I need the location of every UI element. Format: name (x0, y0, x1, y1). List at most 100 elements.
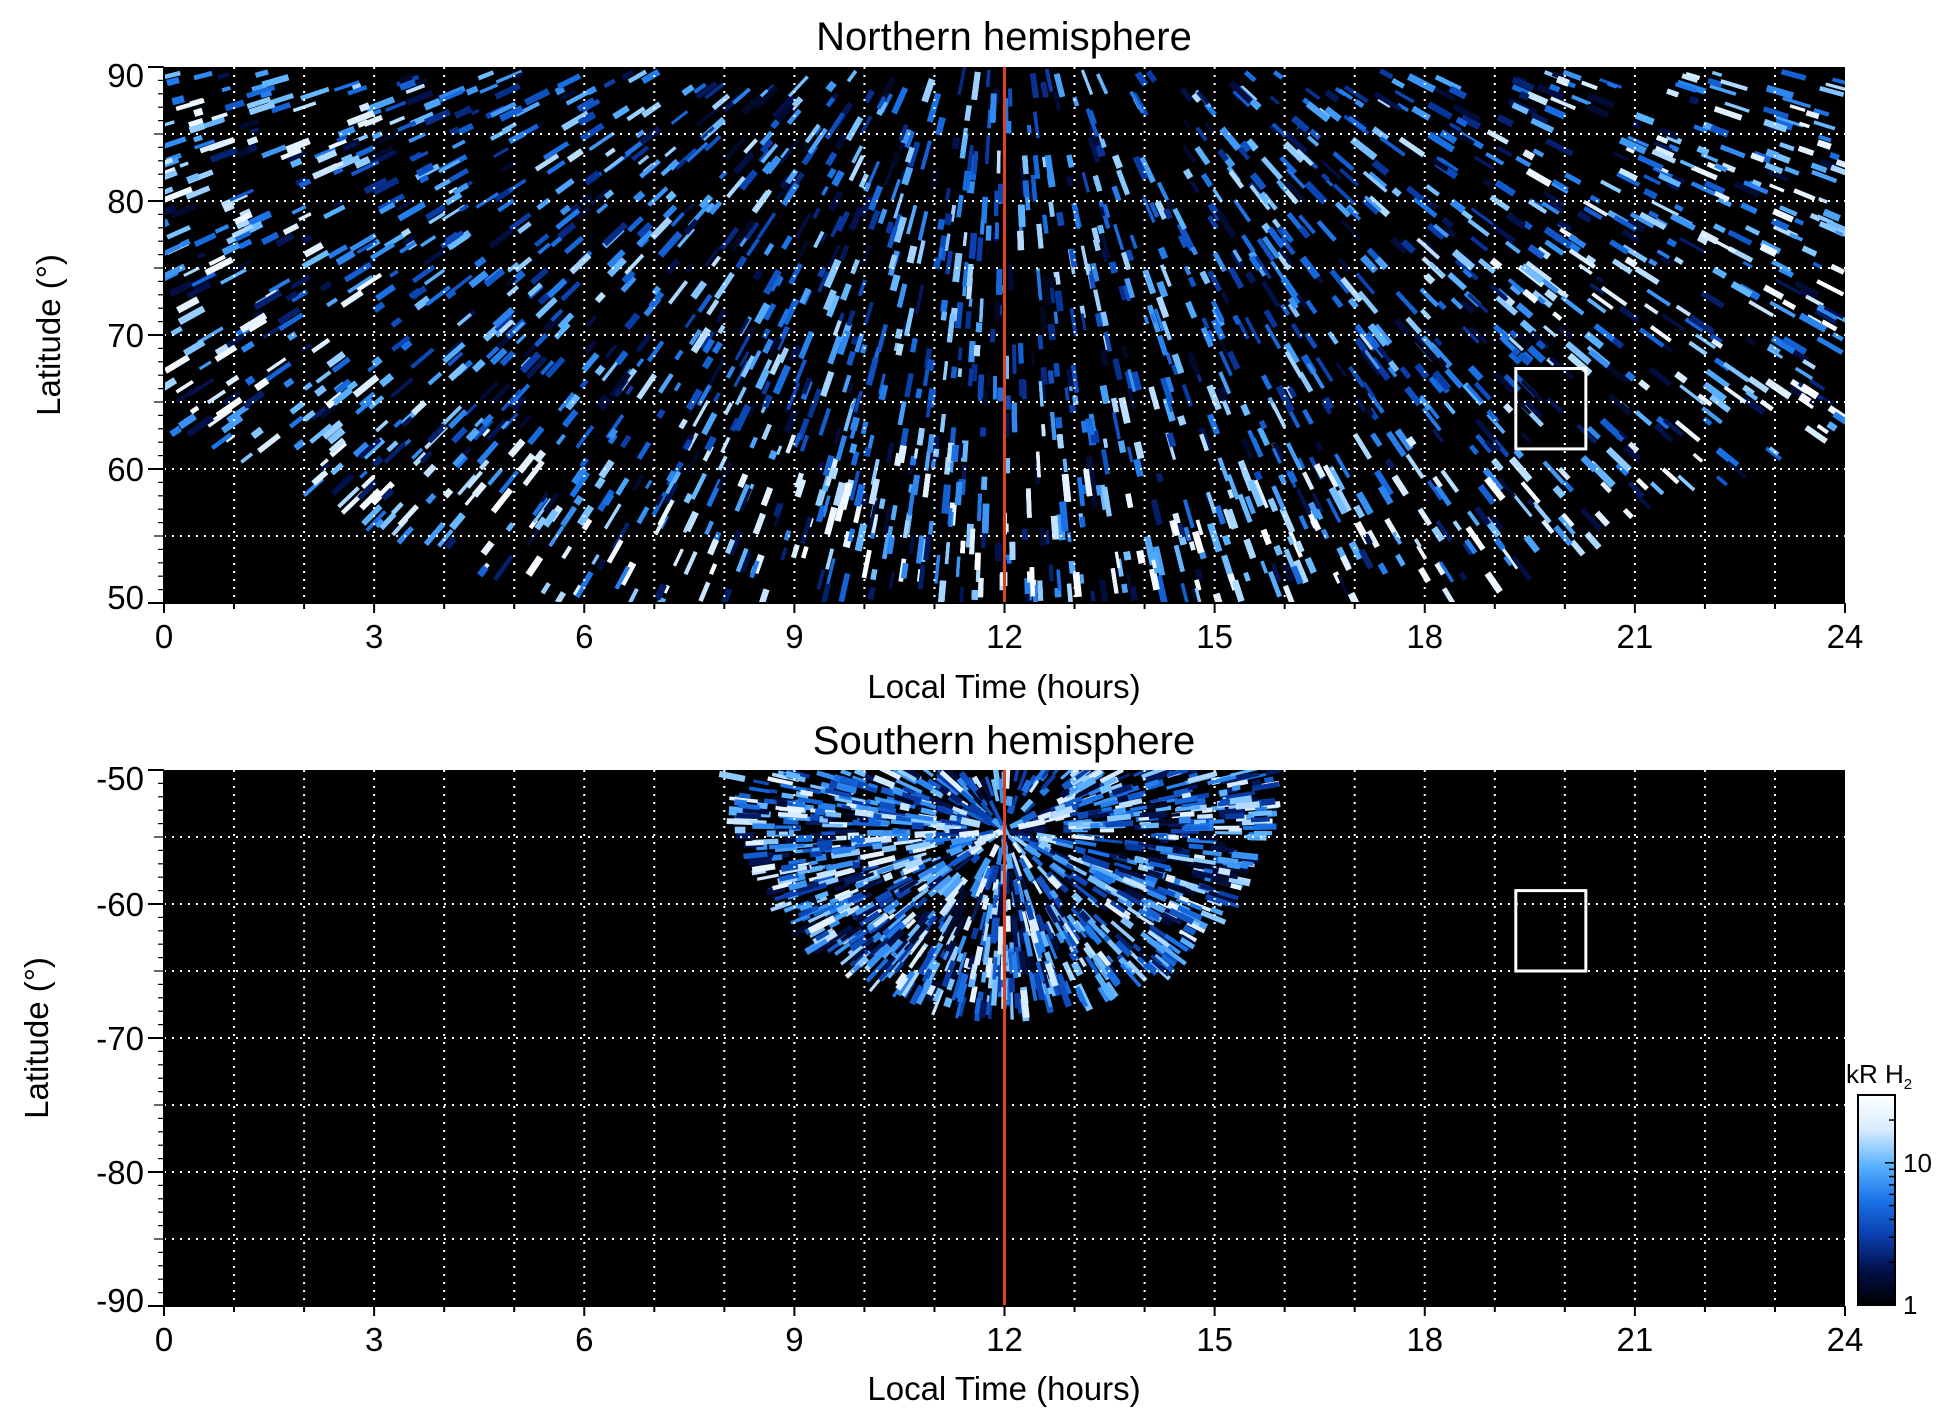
emission-cell (636, 373, 657, 400)
emission-cell (1337, 257, 1352, 273)
emission-cell (1221, 399, 1232, 416)
emission-cell (1634, 112, 1655, 126)
emission-cell (1423, 196, 1439, 211)
emission-cell (1316, 219, 1337, 242)
emission-cell (1404, 386, 1422, 407)
emission-cell (411, 400, 427, 416)
emission-cell (1462, 268, 1473, 279)
emission-cell (397, 120, 417, 133)
emission-cell (428, 211, 446, 225)
emission-cell (962, 262, 969, 288)
emission-cell (1623, 445, 1642, 463)
emission-cell (457, 122, 474, 136)
emission-cell (1449, 127, 1475, 146)
emission-cell (1165, 376, 1175, 393)
emission-cell (1649, 325, 1672, 343)
emission-cell (1413, 337, 1437, 363)
emission-cell (1080, 574, 1085, 584)
emission-cell (508, 178, 527, 193)
emission-cell (427, 371, 443, 386)
emission-cell (255, 69, 269, 78)
emission-cell (1469, 326, 1488, 345)
emission-cell (1156, 181, 1172, 207)
emission-cell (494, 83, 521, 100)
emission-cell (1370, 432, 1383, 448)
emission-cell (904, 307, 915, 337)
emission-cell (1656, 249, 1670, 260)
emission-cell (664, 483, 679, 504)
emission-cell (740, 93, 764, 116)
emission-cell (892, 213, 903, 231)
emission-cell (1431, 526, 1445, 543)
emission-cell (704, 134, 722, 152)
emission-cell (641, 69, 661, 84)
emission-cell (359, 391, 376, 407)
emission-cell (533, 449, 546, 463)
emission-cell (1221, 534, 1232, 546)
emission-cell (449, 168, 469, 183)
emission-cell (1810, 162, 1828, 173)
emission-cell (1048, 201, 1055, 217)
emission-cell (1399, 366, 1412, 380)
emission-cell (1580, 507, 1603, 532)
emission-cell (870, 569, 878, 581)
emission-cell (1294, 540, 1305, 553)
emission-cell (1789, 232, 1804, 242)
emission-cell (377, 131, 400, 144)
emission-cell (1366, 529, 1380, 549)
emission-cell (588, 131, 615, 151)
emission-cell (1407, 73, 1436, 93)
emission-cell (1080, 245, 1090, 276)
emission-cell (1384, 458, 1396, 470)
emission-cell (1412, 196, 1438, 218)
emission-cell (955, 556, 961, 577)
emission-cell (655, 596, 666, 603)
emission-cell (1646, 288, 1671, 307)
emission-cell (495, 69, 523, 84)
emission-cell (1486, 413, 1506, 435)
emission-cell (793, 433, 802, 448)
emission-cell (1194, 568, 1204, 582)
emission-cell (673, 382, 682, 392)
emission-cell (1173, 544, 1185, 573)
emission-cell (1414, 362, 1430, 380)
emission-cell (1306, 362, 1325, 390)
emission-cell (1124, 371, 1133, 390)
emission-cell (534, 153, 560, 172)
emission-cell (326, 351, 346, 368)
emission-cell (1207, 269, 1222, 292)
emission-cell (1336, 574, 1350, 596)
emission-cell (1350, 137, 1378, 161)
emission-cell (420, 450, 434, 464)
emission-cell (1818, 197, 1828, 204)
emission-cell (311, 406, 327, 421)
emission-cell (1096, 73, 1109, 95)
emission-cell (1227, 488, 1235, 499)
emission-cell (1327, 331, 1339, 345)
emission-cell (315, 370, 332, 384)
emission-cell (947, 507, 953, 525)
emission-cell (799, 287, 811, 305)
emission-cell (1204, 122, 1215, 135)
emission-cell (1768, 446, 1780, 456)
emission-cell (1355, 398, 1367, 413)
emission-cell (1436, 300, 1447, 311)
emission-cell (1053, 311, 1059, 324)
emission-cell (507, 262, 519, 273)
emission-cell (980, 196, 989, 224)
emission-cell (678, 418, 688, 430)
emission-cell (1742, 396, 1766, 416)
emission-cell (1260, 528, 1272, 546)
emission-cell (732, 151, 755, 175)
emission-cell (1439, 157, 1459, 172)
emission-cell (1618, 305, 1640, 323)
emission-cell (309, 423, 333, 444)
emission-cell (967, 145, 974, 171)
emission-cell (828, 467, 839, 480)
emission-cell (1309, 519, 1317, 529)
emission-cell (596, 394, 608, 408)
emission-cell (1694, 333, 1717, 350)
emission-cell (1055, 416, 1063, 429)
emission-cell (319, 462, 331, 473)
emission-cell (423, 248, 446, 266)
